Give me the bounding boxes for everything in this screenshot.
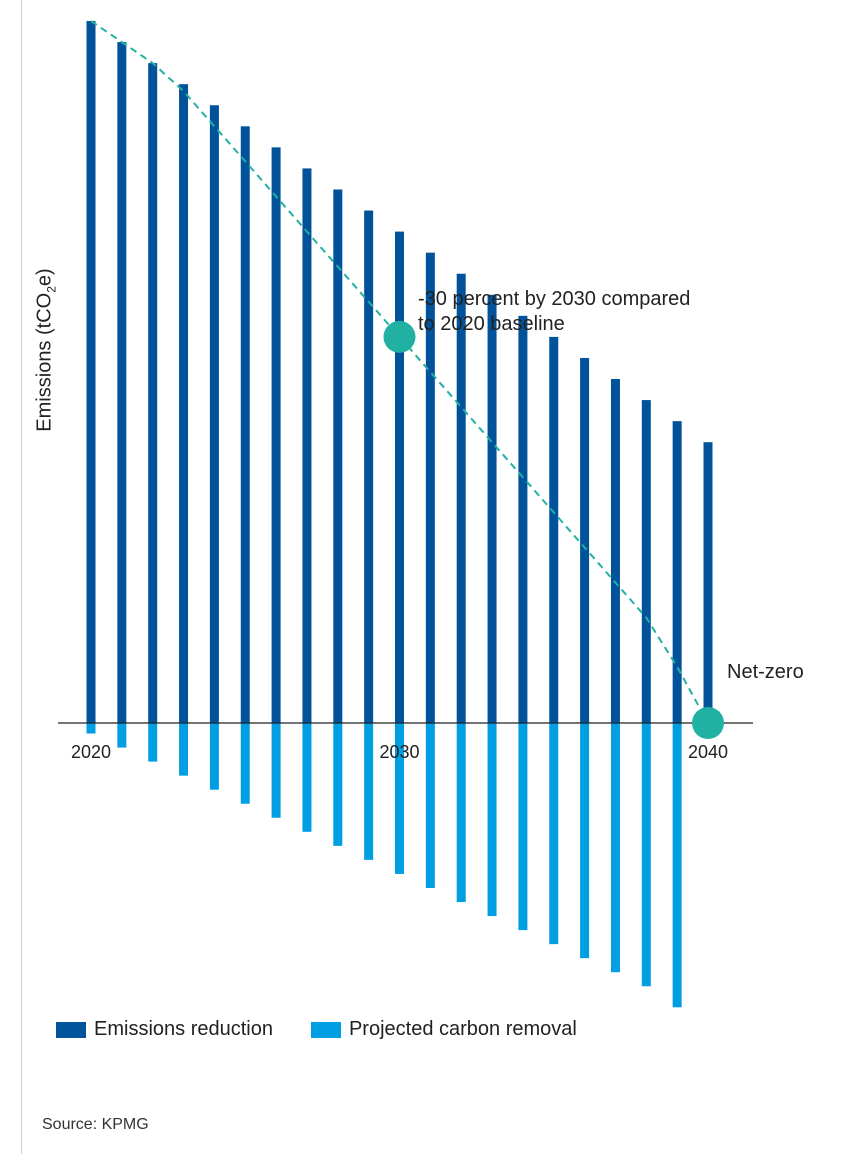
legend-item-emissions: Emissions reduction xyxy=(56,1018,273,1041)
target-2030-marker xyxy=(383,320,416,353)
emissions-bar-2034 xyxy=(518,315,528,723)
netzero-2040-marker xyxy=(692,707,724,739)
removal-bar-2025 xyxy=(240,723,250,804)
emissions-bar-2036 xyxy=(580,357,590,723)
netzero-annotation: Net-zero xyxy=(727,661,804,683)
removal-bar-2031 xyxy=(425,723,435,888)
emissions-bar-2030 xyxy=(395,231,404,723)
emissions-bar-2020 xyxy=(86,21,96,723)
emissions-bar-2021 xyxy=(117,42,127,724)
removal-bar-2026 xyxy=(271,723,281,818)
removal-bar-2027 xyxy=(302,723,312,832)
removal-bar-2022 xyxy=(148,723,158,762)
emissions-bar-2027 xyxy=(302,168,312,724)
emissions-bar-2038 xyxy=(641,400,651,723)
x-tick-label-2030: 2030 xyxy=(379,742,419,762)
emissions-bar-2022 xyxy=(148,63,158,724)
removal-bar-2024 xyxy=(209,723,219,790)
target-annotation: -30 percent by 2030 compared to 2020 bas… xyxy=(418,287,690,337)
emissions-bar-2037 xyxy=(610,379,620,723)
removal-bar-2034 xyxy=(518,723,528,931)
emissions-bar-2026 xyxy=(271,147,281,724)
legend-label-emissions: Emissions reduction xyxy=(94,1018,273,1040)
emissions-bar-2033 xyxy=(487,294,497,723)
x-tick-label-2020: 2020 xyxy=(71,742,111,762)
emissions-bar-2031 xyxy=(425,252,435,723)
target-annotation-line1: -30 percent by 2030 compared xyxy=(418,288,691,310)
emissions-bar-2029 xyxy=(364,210,374,724)
removal-bar-2038 xyxy=(641,723,651,987)
x-tick-label-2040: 2040 xyxy=(688,742,728,762)
removal-bar-2020 xyxy=(86,723,96,734)
legend-item-removal: Projected carbon removal xyxy=(310,1018,577,1041)
removal-bar-2037 xyxy=(610,723,620,973)
emissions-bar-2023 xyxy=(179,84,189,724)
removal-bar-2029 xyxy=(364,723,374,860)
emissions-bar-2040 xyxy=(703,442,713,723)
removal-bar-2032 xyxy=(456,723,466,903)
emissions-bar-2032 xyxy=(456,273,466,723)
removal-bar-2028 xyxy=(333,723,343,846)
legend: Emissions reduction Projected carbon rem… xyxy=(56,1018,615,1041)
target-annotation-line2: to 2020 baseline xyxy=(418,313,565,335)
emissions-bar-2035 xyxy=(549,336,559,723)
removal-bar-2036 xyxy=(580,723,590,959)
removal-bar-2021 xyxy=(117,723,127,748)
legend-swatch-removal xyxy=(310,1021,341,1038)
removal-bar-2033 xyxy=(487,723,497,917)
y-axis-label: Emissions (tCO2e) xyxy=(33,268,59,432)
removal-bar-2039 xyxy=(672,723,682,1008)
legend-label-removal: Projected carbon removal xyxy=(348,1018,577,1040)
removal-bar-2030 xyxy=(395,723,404,874)
emissions-bar-2039 xyxy=(672,421,682,723)
removal-bar-2035 xyxy=(549,723,559,945)
emissions-bar-2024 xyxy=(209,105,219,724)
emissions-bar-2028 xyxy=(333,189,343,724)
left-frame-line xyxy=(21,0,22,1154)
emissions-bar-2025 xyxy=(240,126,250,724)
source-note: Source: KPMG xyxy=(42,1116,149,1133)
legend-swatch-emissions xyxy=(56,1021,86,1038)
removal-bar-2023 xyxy=(179,723,189,776)
